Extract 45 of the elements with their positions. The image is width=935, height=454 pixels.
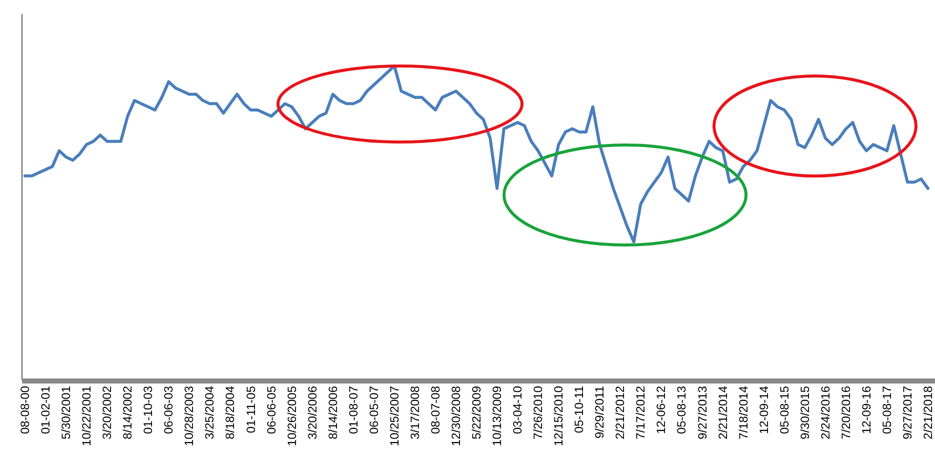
x-tick-label: 5/30/2001 [59, 386, 74, 440]
x-tick-label: 7/20/2016 [838, 386, 853, 440]
x-tick-label: 01-10-03 [141, 386, 156, 434]
x-tick-label: 8/14/2002 [120, 386, 135, 440]
x-tick-label: 01-11-05 [244, 386, 258, 434]
x-tick-label: 06-05-07 [366, 386, 381, 434]
x-tick-label: 2/21/2014 [716, 386, 730, 440]
x-tick-label: 12/15/2010 [552, 386, 566, 446]
x-tick-label: 01-08-07 [346, 386, 360, 434]
x-tick-label: 10/28/2003 [182, 386, 196, 446]
x-tick-label: 8/14/2006 [326, 386, 340, 440]
x-tick-label: 7/18/2014 [736, 386, 750, 440]
x-tick-label: 2/24/2016 [818, 386, 832, 440]
x-tick-label: 12-09-14 [756, 386, 771, 434]
x-tick-label: 9/30/2015 [798, 386, 812, 440]
x-tick-label: 5/22/2009 [470, 386, 484, 440]
x-tick-label: 3/17/2008 [408, 386, 422, 440]
x-tick-label: 05-10-11 [572, 386, 586, 434]
x-tick-label: 7/17/2012 [634, 386, 648, 440]
x-tick-label: 3/20/2002 [100, 386, 114, 440]
x-tick-label: 2/21/2018 [921, 386, 935, 440]
x-tick-label: 12-06-12 [654, 386, 668, 434]
x-tick-label: 08-08-00 [18, 386, 32, 434]
x-tick-label: 06-06-05 [264, 386, 278, 434]
x-tick-label: 05-08-13 [674, 386, 689, 434]
x-tick-label: 08-07-08 [428, 386, 442, 434]
x-tick-label: 8/18/2004 [223, 386, 238, 440]
x-tick-label: 3/25/2004 [202, 386, 217, 440]
x-tick-label: 03-04-10 [510, 386, 525, 434]
x-tick-label: 9/29/2011 [592, 386, 607, 438]
x-tick-label: 7/26/2010 [531, 386, 546, 440]
x-tick-label: 10/25/2007 [387, 386, 402, 446]
x-tick-label: 06-06-03 [162, 386, 176, 434]
x-tick-label: 01-02-01 [38, 386, 53, 434]
x-tick-label: 12-09-16 [859, 386, 874, 434]
x-tick-label: 10/22/2001 [80, 386, 94, 446]
x-tick-label: 12/30/2008 [448, 386, 463, 446]
x-tick-label: 9/27/2013 [695, 386, 710, 440]
x-tick-label: 10/13/2009 [490, 386, 504, 446]
x-tick-label: 9/27/2017 [900, 386, 914, 440]
x-tick-label: 05-08-15 [777, 386, 792, 434]
x-tick-label: 05-08-17 [880, 386, 894, 434]
x-tick-label: 2/21/2012 [613, 386, 628, 440]
x-tick-label: 3/20/2006 [305, 386, 320, 440]
x-tick-label: 10/26/2005 [284, 386, 299, 446]
